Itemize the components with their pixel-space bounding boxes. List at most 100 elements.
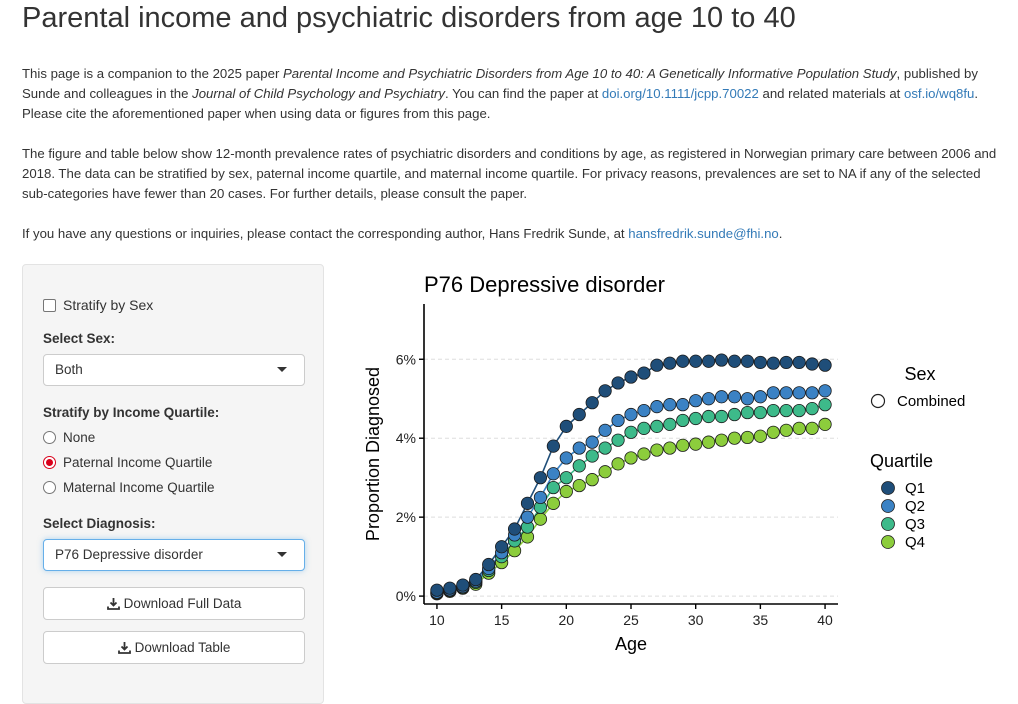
- contact-text: If you have any questions or inquiries, …: [22, 226, 629, 241]
- data-point-q1: [740, 354, 755, 368]
- data-point-q1: [520, 496, 535, 510]
- x-tick-label: 20: [559, 612, 575, 628]
- data-point-q3: [663, 417, 677, 431]
- data-point-q2: [559, 451, 573, 465]
- chevron-down-icon: [277, 367, 287, 372]
- data-point-q3: [624, 425, 638, 439]
- radio-label-none: None: [63, 430, 96, 445]
- data-point-q4: [727, 431, 742, 445]
- data-point-q3: [637, 421, 651, 435]
- legend-label-q3: Q3: [905, 516, 925, 533]
- download-icon: [106, 598, 120, 610]
- data-point-q1: [559, 419, 573, 433]
- data-point-q3: [792, 403, 806, 418]
- legend-marker-q1: [881, 481, 895, 495]
- radio-none[interactable]: None: [43, 430, 95, 445]
- data-point-q2: [572, 441, 586, 455]
- data-point-q2: [689, 394, 703, 408]
- radio-circle[interactable]: [43, 431, 56, 444]
- download-full-data-button[interactable]: Download Full Data: [43, 587, 305, 620]
- data-point-q2: [779, 386, 793, 400]
- data-point-q3: [598, 441, 612, 455]
- data-point-q3: [818, 398, 832, 412]
- data-point-q4: [676, 438, 690, 452]
- osf-link[interactable]: osf.io/wq8fu: [903, 86, 975, 101]
- data-point-q4: [714, 433, 729, 447]
- data-point-q1: [507, 522, 522, 536]
- data-point-q3: [702, 409, 716, 424]
- radio-circle-selected[interactable]: [43, 456, 56, 469]
- legend-marker-q3: [881, 517, 895, 531]
- data-point-q4: [766, 425, 780, 439]
- radio-label-maternal: Maternal Income Quartile: [63, 480, 215, 495]
- data-point-q1: [598, 384, 612, 398]
- legend-marker-combined: [870, 393, 886, 409]
- data-point-q2: [792, 386, 806, 400]
- data-point-q2: [702, 392, 716, 406]
- radio-maternal[interactable]: Maternal Income Quartile: [43, 480, 215, 495]
- sex-select[interactable]: Both: [43, 354, 305, 386]
- intro-text-1: This page is a companion to the 2025 pap…: [22, 66, 283, 81]
- data-point-q1: [766, 356, 780, 370]
- data-point-q1: [430, 583, 444, 597]
- intro-text-3: . You can find the paper at: [445, 86, 602, 101]
- description-paragraph: The figure and table below show 12-month…: [22, 146, 997, 201]
- data-point-q1: [495, 540, 509, 554]
- data-point-q1: [792, 355, 806, 370]
- x-tick-label: 30: [688, 612, 704, 628]
- data-point-q2: [753, 390, 767, 404]
- x-tick-label: 10: [429, 612, 445, 628]
- data-point-q1: [650, 358, 664, 372]
- data-point-q4: [533, 512, 548, 526]
- data-point-q2: [520, 510, 535, 524]
- data-point-q4: [559, 484, 573, 499]
- data-point-q3: [714, 409, 729, 424]
- radio-paternal[interactable]: Paternal Income Quartile: [43, 455, 212, 470]
- data-point-q1: [779, 355, 793, 370]
- data-point-q4: [546, 496, 560, 510]
- data-point-q1: [533, 471, 548, 485]
- stratify-sex-checkbox[interactable]: Stratify by Sex: [43, 297, 153, 313]
- x-axis-label: Age: [615, 634, 647, 654]
- data-point-q1: [469, 572, 483, 587]
- legend-label-q2: Q2: [905, 498, 925, 515]
- data-point-q2: [546, 467, 560, 481]
- email-link[interactable]: hansfredrik.sunde@fhi.no: [628, 226, 779, 241]
- y-tick-label: 6%: [396, 351, 416, 367]
- data-point-q3: [766, 403, 780, 418]
- data-point-q1: [714, 353, 729, 367]
- intro-paragraph: This page is a companion to the 2025 pap…: [22, 64, 997, 124]
- data-point-q4: [572, 478, 586, 493]
- radio-circle[interactable]: [43, 481, 56, 494]
- download-table-button[interactable]: Download Table: [43, 631, 305, 664]
- intro-text-4: and related materials at: [758, 86, 904, 101]
- data-point-q1: [676, 354, 690, 368]
- data-point-q4: [818, 417, 832, 431]
- data-point-q2: [805, 386, 819, 400]
- data-point-q4: [637, 447, 651, 461]
- data-point-q1: [818, 358, 832, 372]
- data-point-q1: [805, 357, 819, 371]
- data-point-q4: [611, 457, 625, 471]
- doi-link[interactable]: doi.org/10.1111/jcpp.70022: [601, 86, 759, 101]
- x-tick-label: 35: [753, 612, 769, 628]
- x-tick-label: 15: [494, 612, 510, 628]
- data-point-q1: [702, 354, 716, 368]
- sex-select-value: Both: [55, 362, 83, 377]
- diagnosis-select[interactable]: P76 Depressive disorder: [43, 539, 305, 571]
- data-point-q1: [689, 354, 703, 368]
- data-point-q3: [650, 419, 664, 433]
- income-quartile-label: Stratify by Income Quartile:: [43, 405, 220, 420]
- data-point-q2: [766, 386, 780, 400]
- data-point-q2: [727, 390, 742, 404]
- chevron-down-icon: [277, 552, 287, 557]
- data-point-q1: [637, 366, 651, 380]
- select-sex-label: Select Sex:: [43, 331, 116, 346]
- intro-text-5: . Please cite the aforementioned paper w…: [22, 86, 979, 121]
- data-point-q1: [456, 578, 470, 592]
- checkbox-box[interactable]: [43, 298, 56, 312]
- x-tick-label: 40: [817, 612, 833, 628]
- data-point-q4: [650, 443, 664, 457]
- data-point-q2: [676, 398, 690, 412]
- download-icon: [117, 642, 131, 654]
